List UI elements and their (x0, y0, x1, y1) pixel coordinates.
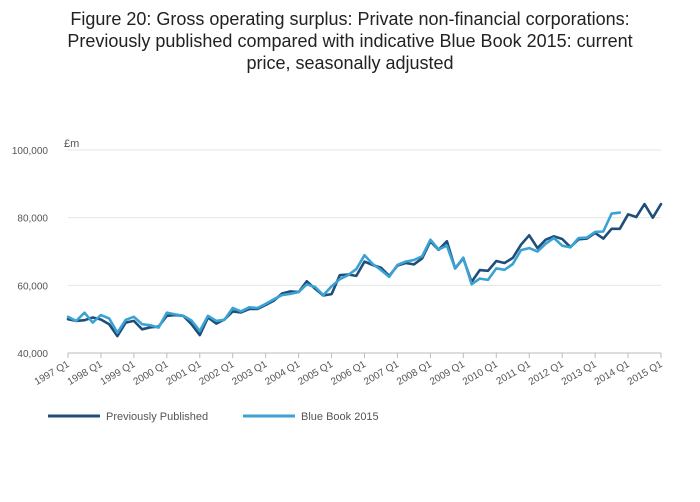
gridlines (68, 149, 661, 354)
x-tick-label: 2010 Q1 (461, 359, 500, 388)
chart-title-line-1: Figure 20: Gross operating surplus: Priv… (70, 9, 630, 29)
x-tick-label: 2005 Q1 (296, 359, 335, 388)
chart-title: Figure 20: Gross operating surplus: Priv… (20, 8, 680, 74)
y-tick-label: 40,000 (17, 349, 48, 360)
x-tick-label: 2008 Q1 (395, 359, 434, 388)
chart-title-line-3: price, seasonally adjusted (246, 53, 454, 73)
legend-label-blue-book-2015: Blue Book 2015 (301, 411, 379, 423)
y-axis-unit-label: £m (64, 138, 79, 150)
x-tick-label: 2009 Q1 (428, 359, 467, 388)
x-tick-label: 2014 Q1 (593, 359, 632, 388)
series-line-blue-book-2015 (66, 211, 622, 335)
x-tick-label: 2003 Q1 (230, 359, 269, 388)
y-tick-label: 80,000 (17, 214, 48, 225)
y-tick-label: 100,000 (12, 146, 49, 157)
x-tick-label: 2004 Q1 (263, 359, 302, 388)
x-tick-label: 1998 Q1 (66, 359, 105, 388)
x-tick-label: 1997 Q1 (33, 359, 72, 388)
x-tick-label: 2006 Q1 (329, 359, 368, 388)
x-tick-label: 1999 Q1 (99, 359, 138, 388)
chart-title-line-2: Previously published compared with indic… (67, 31, 633, 51)
y-tick-label: 60,000 (17, 281, 48, 292)
series-lines (66, 202, 663, 338)
x-tick-label: 2002 Q1 (197, 359, 236, 388)
x-tick-label: 2007 Q1 (362, 359, 401, 388)
x-tick-label: 2013 Q1 (560, 359, 599, 388)
x-tick-label: 2001 Q1 (165, 359, 204, 388)
legend-label-previously-published: Previously Published (106, 411, 208, 423)
series-line-previously-published (66, 202, 663, 338)
axes: £m 40,000 60,000 80,000 100,000 1997 Q11998 … (12, 138, 665, 388)
x-tick-label: 2000 Q1 (132, 359, 171, 388)
x-tick-label: 2011 Q1 (495, 359, 533, 388)
legend: Previously Published Blue Book 2015 (48, 411, 379, 423)
x-tick-label: 2015 Q1 (626, 359, 665, 388)
x-tick-label: 2012 Q1 (527, 359, 566, 388)
